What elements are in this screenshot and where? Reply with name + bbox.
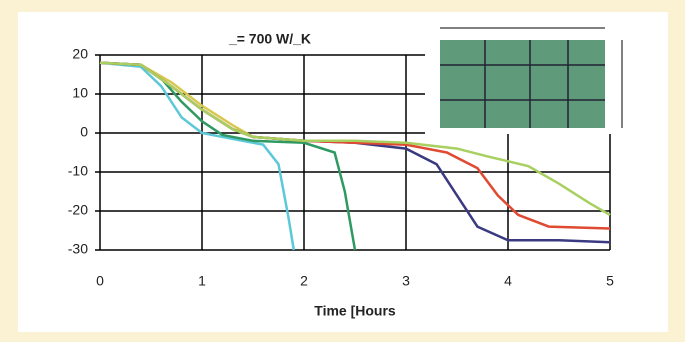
x-axis-label: Time [Hours [314,303,396,319]
x-tick-label: 3 [402,273,410,289]
y-tick-label: 20 [72,46,88,62]
y-tick-label: -10 [68,163,88,179]
y-tick-label: -30 [68,241,88,257]
y-tick-label: 10 [72,85,88,101]
y-tick-label: -20 [68,202,88,218]
x-tick-label: 5 [606,273,614,289]
inset [425,22,622,134]
x-tick-label: 0 [96,273,104,289]
chart: _= 700 W/_K Time [Hours -30 -20 -10 0 10 20 0 1… [0,0,685,342]
chart-title: _= 700 W/_K [228,31,311,47]
y-tick-label: 0 [80,124,88,140]
x-tick-label: 2 [300,273,308,289]
inset-image [440,40,605,128]
x-tick-label: 1 [198,273,206,289]
x-tick-label: 4 [504,273,512,289]
